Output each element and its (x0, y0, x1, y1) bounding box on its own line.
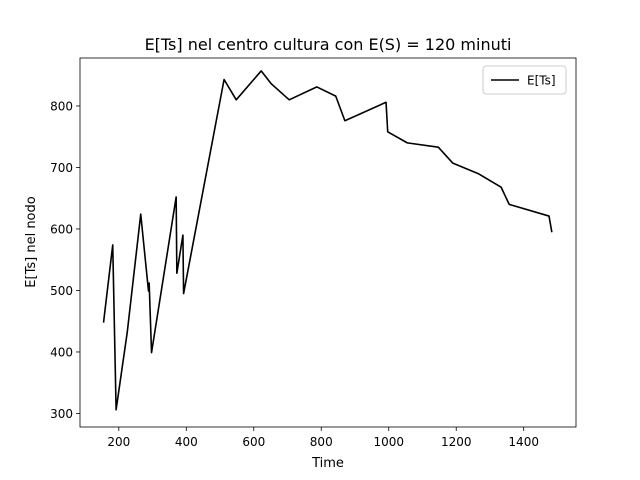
y-tick-label: 300 (50, 407, 73, 421)
x-tick-label: 600 (242, 435, 265, 449)
legend-box (482, 65, 567, 95)
x-tick-label: 1000 (373, 435, 404, 449)
legend: E[Ts] (482, 65, 567, 95)
plot-area: 200 400 600 800 1000 1200 1400 300 400 500 600 700 8… (50, 57, 577, 449)
x-axis-label: Time (311, 456, 344, 471)
y-tick-label: 800 (50, 99, 73, 113)
chart-title: E[Ts] nel centro cultura con E(S) = 120 … (145, 35, 512, 54)
x-tick-label: 800 (310, 435, 333, 449)
y-tick-label: 400 (50, 345, 73, 359)
x-tick-label: 1200 (441, 435, 472, 449)
x-tick-label: 200 (107, 435, 130, 449)
y-axis-label: E[Ts] nel nodo (24, 196, 39, 287)
axes-frame (79, 57, 577, 428)
x-tick-label: 400 (175, 435, 198, 449)
y-tick-label: 600 (50, 222, 73, 236)
x-tick-label: 1400 (508, 435, 539, 449)
legend-label: E[Ts] (527, 74, 556, 88)
series-line-0 (102, 70, 553, 411)
y-tick-label: 500 (50, 284, 73, 298)
y-tick-label: 700 (50, 161, 73, 175)
